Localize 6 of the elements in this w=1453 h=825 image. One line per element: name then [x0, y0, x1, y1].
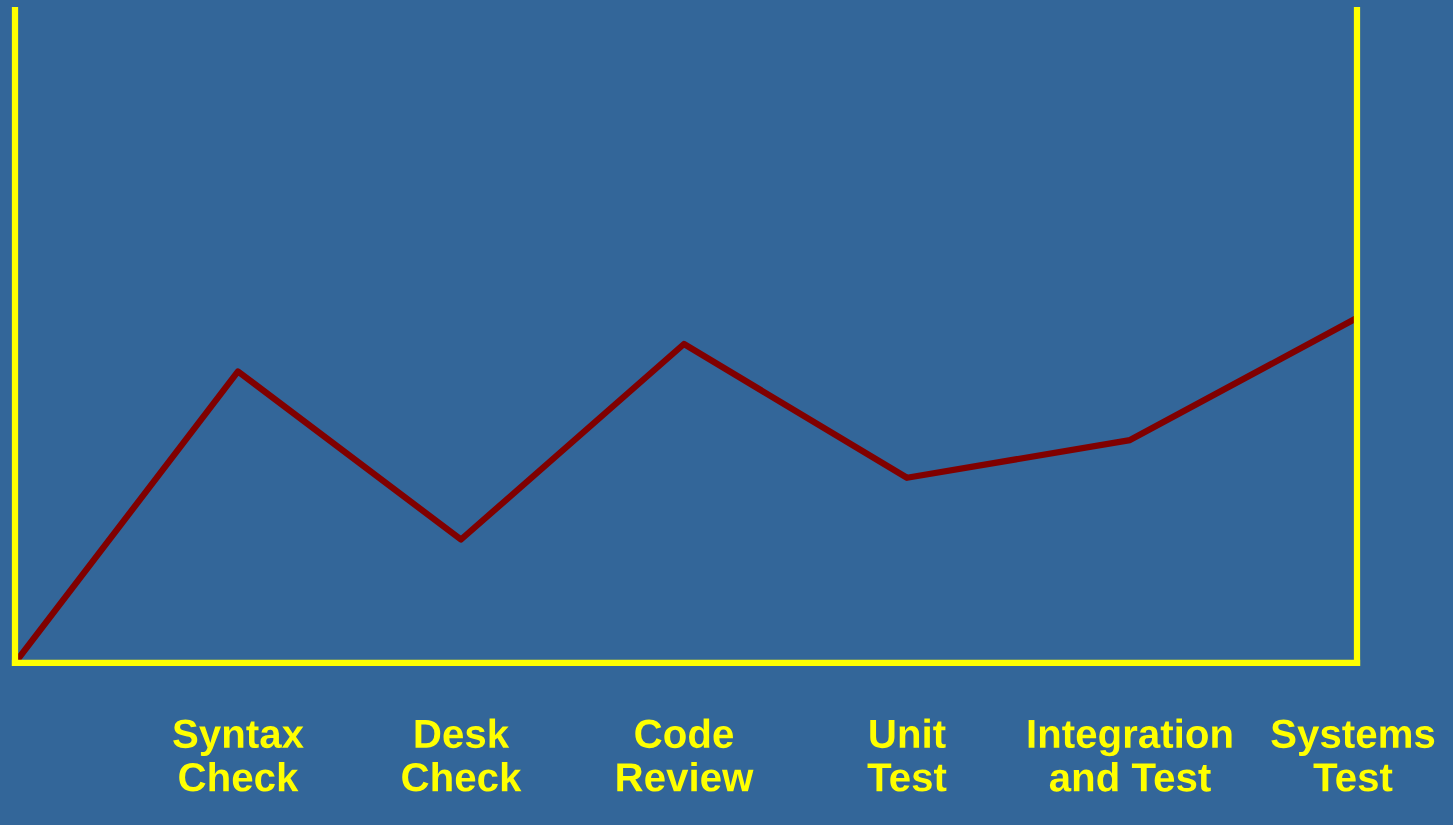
- x-tick-label: Unit Test: [867, 718, 947, 792]
- x-tick-label: Desk Check: [402, 718, 522, 792]
- x-tick-label: Systems Test: [1271, 719, 1435, 792]
- x-tick-label: Integration and Test: [1028, 718, 1232, 792]
- x-tick-label: Syntax Check: [173, 719, 304, 792]
- x-tick-label: Code Review: [617, 718, 754, 792]
